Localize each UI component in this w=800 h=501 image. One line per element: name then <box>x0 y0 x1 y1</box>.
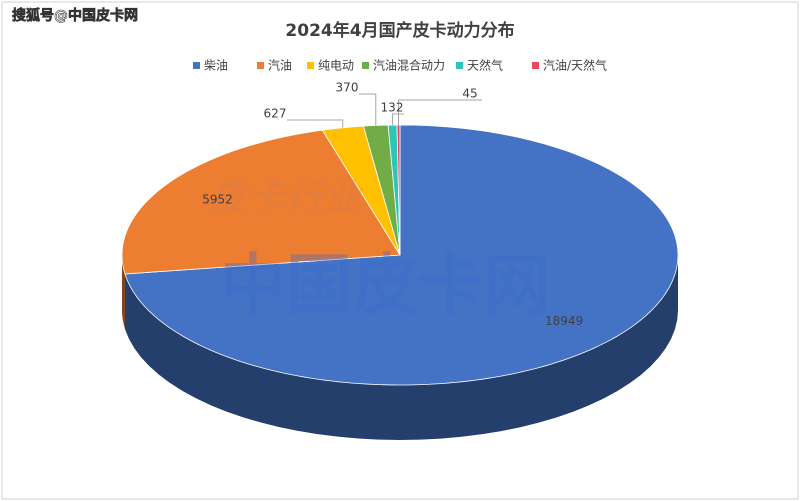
pie <box>121 93 679 440</box>
watermark: 搜狐号@中国皮卡网 <box>12 7 138 24</box>
watermark: 皮卡行业 <box>209 176 364 220</box>
data-label: 18949 <box>545 314 583 328</box>
legend-label: 汽油/天然气 <box>543 58 607 73</box>
slice-side <box>122 255 125 329</box>
legend-label: 天然气 <box>467 58 503 73</box>
legend-marker <box>532 62 539 69</box>
legend-label: 柴油 <box>204 59 228 73</box>
legend-label: 汽油 <box>268 58 292 73</box>
slice <box>321 125 401 256</box>
slice-side <box>124 255 678 440</box>
watermark: 中国皮卡网 <box>220 247 550 324</box>
data-label: 627 <box>264 107 287 121</box>
slice <box>121 129 401 275</box>
legend-marker <box>456 62 463 69</box>
legend-marker <box>307 62 314 69</box>
legend-marker <box>193 62 200 69</box>
legend-label: 汽油混合动力 <box>373 58 445 73</box>
chart-title: 2024年4月国产皮卡动力分布 <box>285 20 514 41</box>
data-label: 5952 <box>202 193 233 207</box>
legend-label: 纯电动 <box>318 59 354 73</box>
leader-line <box>359 93 377 126</box>
data-label: 45 <box>462 87 477 101</box>
leader-line <box>397 99 482 126</box>
legend-marker <box>257 62 264 69</box>
data-label: 370 <box>336 81 359 95</box>
legend-marker <box>362 62 369 69</box>
slice <box>124 124 679 386</box>
leader-line <box>287 119 344 128</box>
slice <box>396 124 401 256</box>
data-label: 132 <box>381 101 404 115</box>
leader-line <box>392 113 404 126</box>
